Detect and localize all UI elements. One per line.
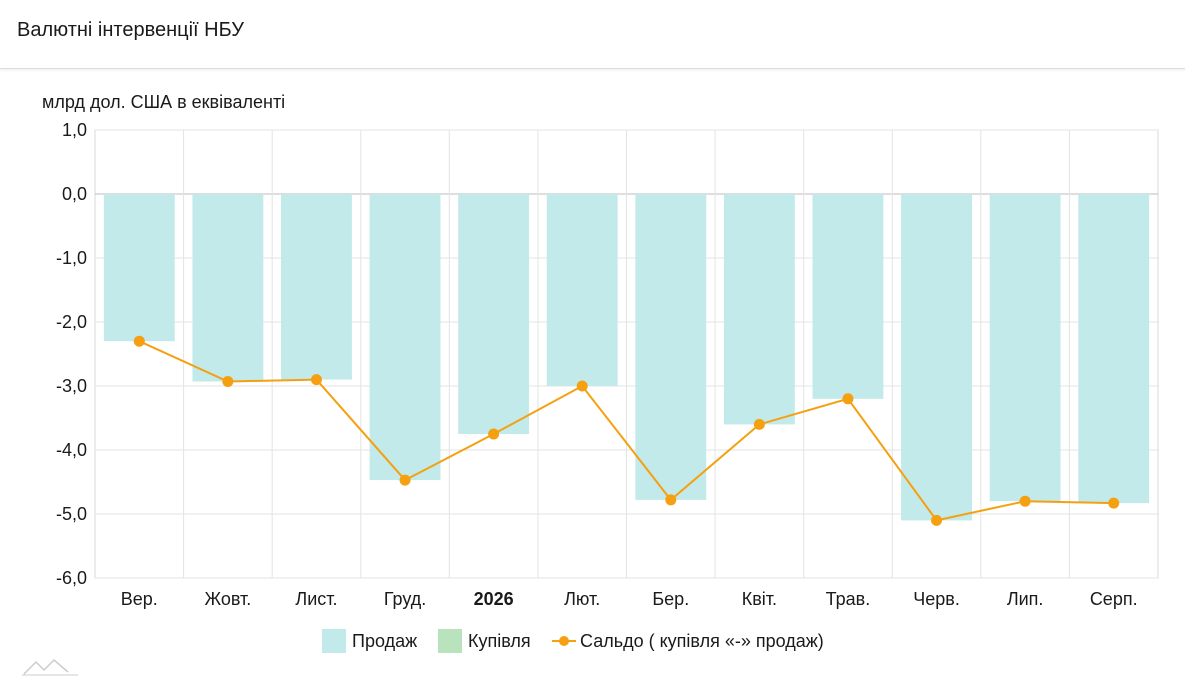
x-tick-label: Лип. — [1007, 589, 1044, 609]
bar-sales — [458, 194, 530, 434]
x-tick-label: Лист. — [295, 589, 337, 609]
y-tick-label: -3,0 — [56, 376, 87, 396]
bar-sales — [723, 194, 795, 425]
legend-label-purchases: Купівля — [468, 630, 531, 651]
balance-point — [576, 380, 588, 392]
x-tick-label: Лют. — [564, 589, 600, 609]
bar-sales — [281, 194, 352, 380]
legend-swatch-purchases — [438, 629, 462, 653]
x-tick-label: Бер. — [652, 589, 689, 609]
bar-sales — [103, 194, 175, 342]
bar-sales — [989, 194, 1061, 502]
balance-point — [488, 428, 500, 440]
y-tick-label: -4,0 — [56, 440, 87, 460]
bar-sales — [812, 194, 884, 399]
page-title: Валютні інтервенції НБУ — [17, 19, 244, 41]
balance-point — [753, 418, 765, 430]
x-tick-label: 2026 — [474, 589, 514, 609]
y-tick-label: 1,0 — [62, 120, 87, 140]
legend-item-balance[interactable]: Сальдо ( купівля «-» продаж) — [550, 627, 824, 655]
legend-label-sales: Продаж — [352, 630, 418, 651]
balance-point — [310, 374, 322, 386]
balance-point — [842, 393, 854, 405]
bar-sales — [192, 194, 264, 382]
y-tick-label: -5,0 — [56, 504, 87, 524]
balance-point — [133, 335, 145, 347]
bar-sales — [635, 194, 707, 500]
legend-label-balance: Сальдо ( купівля «-» продаж) — [580, 630, 824, 651]
bar-sales — [1078, 194, 1150, 504]
y-tick-label: -6,0 — [56, 568, 87, 588]
legend-item-sales[interactable]: Продаж — [322, 627, 417, 655]
x-tick-label: Груд. — [384, 589, 426, 609]
y-tick-label: -1,0 — [56, 248, 87, 268]
y-axis-unit-label: млрд дол. США в еквіваленті — [42, 92, 286, 112]
bar-sales — [901, 194, 972, 521]
x-tick-label: Квіт. — [742, 589, 777, 609]
x-tick-label: Трав. — [826, 589, 871, 609]
balance-point — [1108, 497, 1120, 509]
x-tick-label: Серп. — [1090, 589, 1138, 609]
balance-line — [138, 340, 1114, 522]
balance-point — [931, 514, 943, 526]
y-tick-label: -2,0 — [56, 312, 87, 332]
x-tick-label: Вер. — [121, 589, 158, 609]
logo-icon — [22, 658, 78, 676]
x-tick-label: Жовт. — [204, 589, 251, 609]
balance-point — [1019, 495, 1031, 507]
legend-item-purchases[interactable]: Купівля — [438, 627, 531, 655]
bar-sales — [369, 194, 441, 481]
legend-swatch-sales — [322, 629, 346, 653]
header-bar: Валютні інтервенції НБУ — [0, 0, 1185, 69]
legend-swatch-balance — [552, 636, 576, 646]
y-tick-label: 0,0 — [62, 184, 87, 204]
bar-sales — [546, 194, 618, 386]
chart-legend: Продаж Купівля Сальдо ( купівля «-» прод… — [0, 627, 1185, 655]
balance-point — [222, 376, 234, 388]
balance-point — [665, 494, 677, 506]
balance-point — [399, 474, 411, 486]
x-tick-label: Черв. — [913, 589, 960, 609]
